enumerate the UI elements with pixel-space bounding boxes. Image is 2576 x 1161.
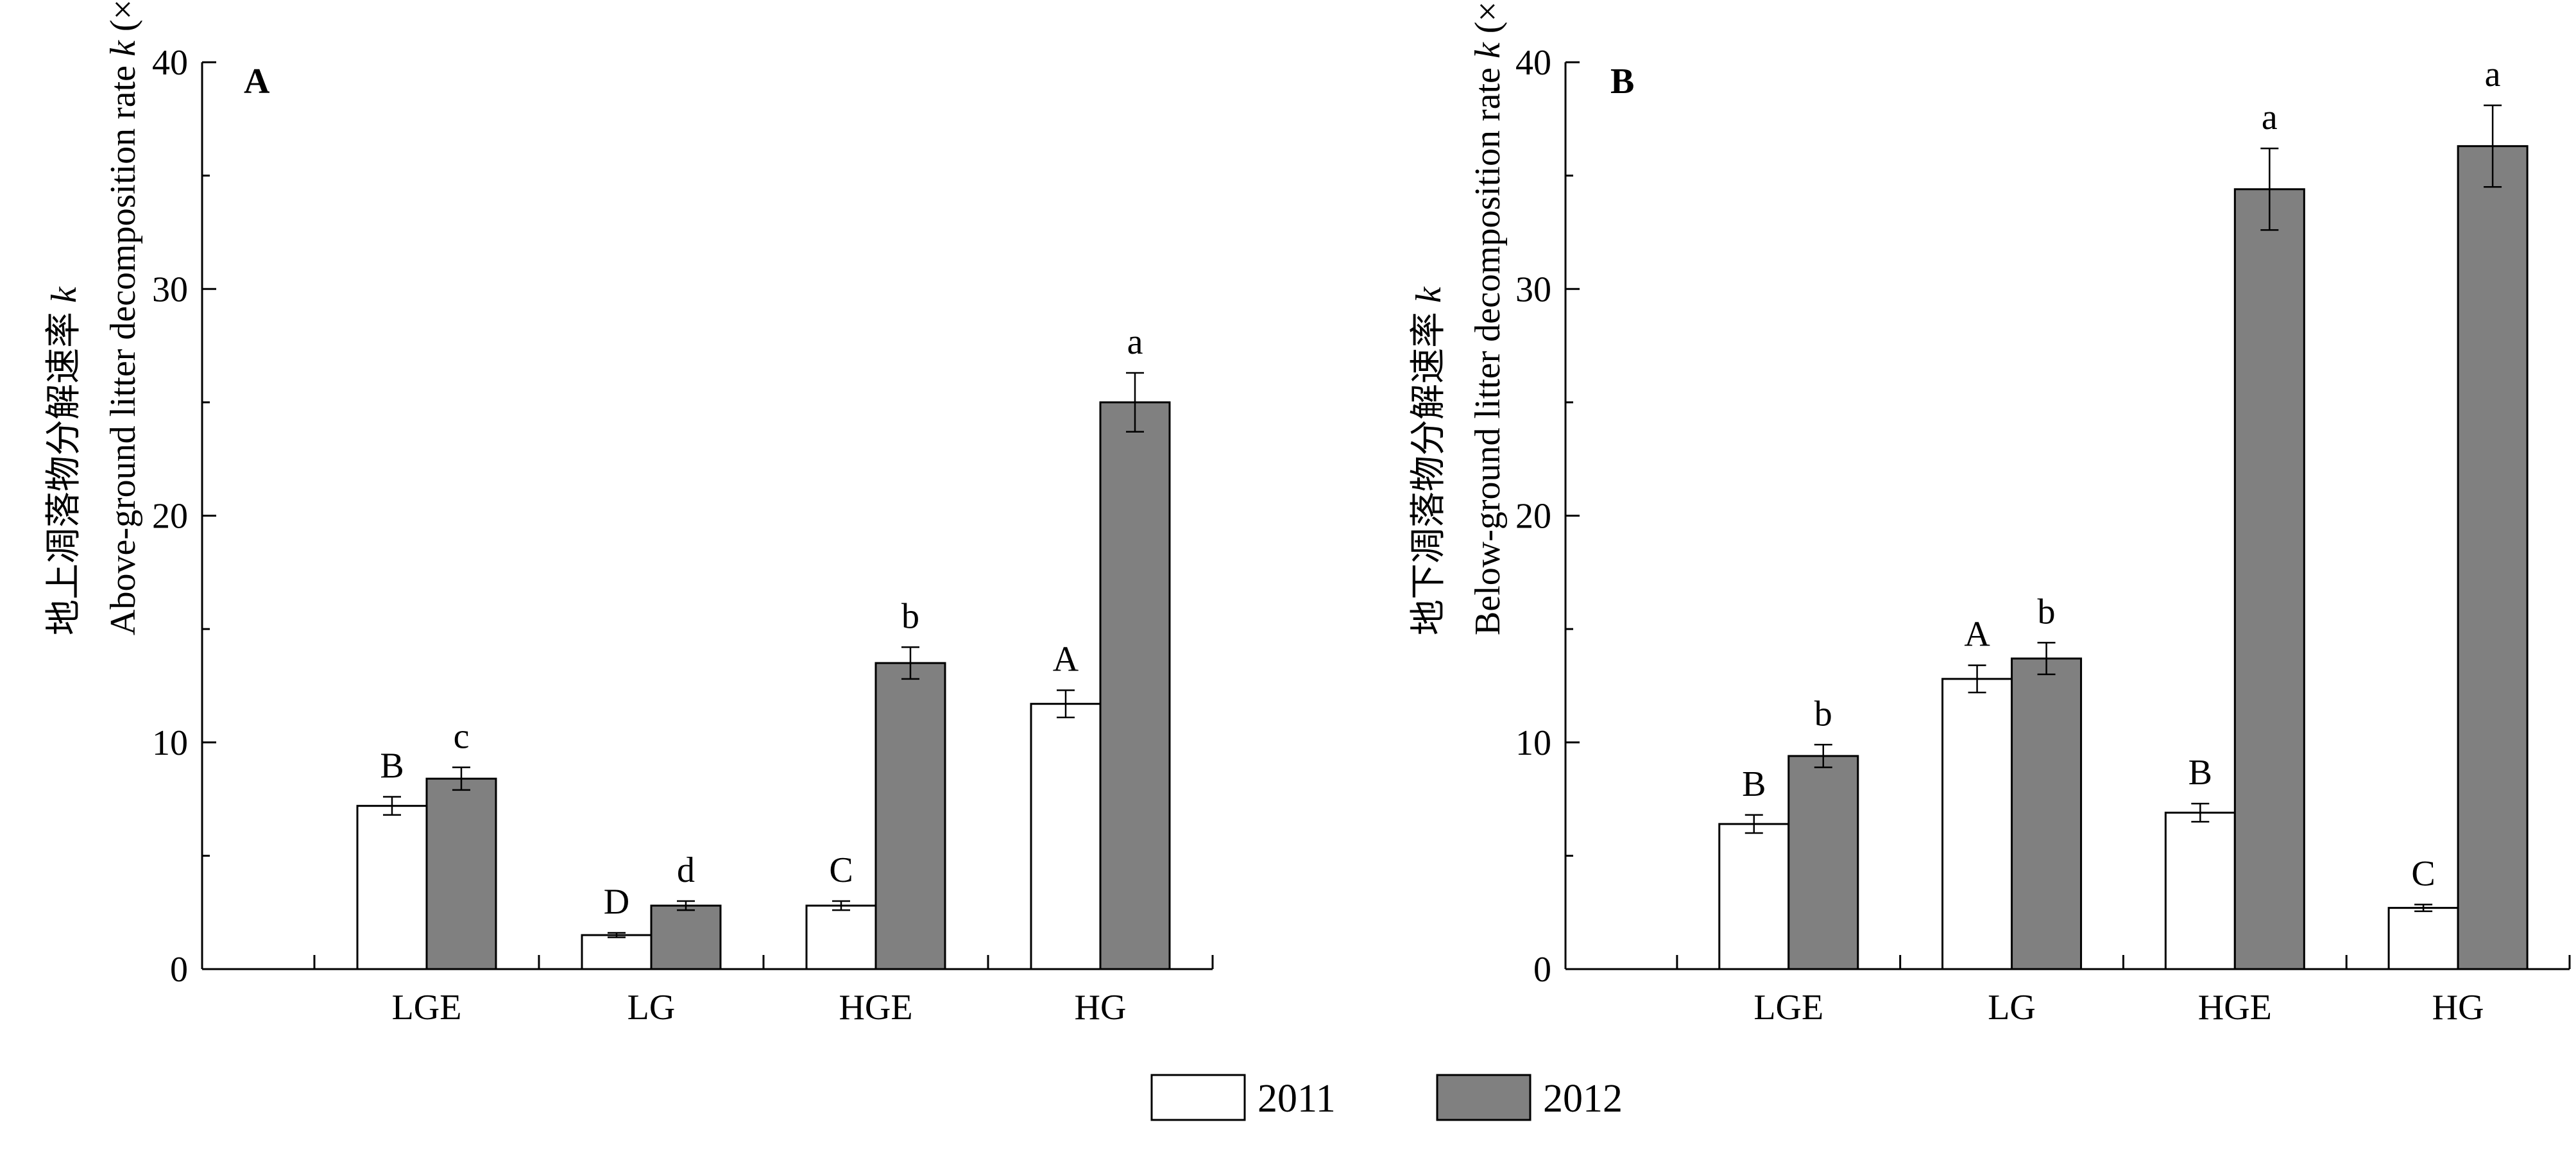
- bar-2012-LG: [650, 904, 722, 970]
- y-tick-label: 30: [1515, 270, 1551, 309]
- x-tick-label: HG: [1075, 988, 1127, 1028]
- y-tick-label: 10: [152, 723, 188, 763]
- significance-label: C: [829, 850, 853, 890]
- significance-label: b: [1814, 694, 1832, 734]
- y-axis-title-en-var: k: [103, 40, 143, 56]
- svg-text:地下凋落物分解速率 k: 地下凋落物分解速率 k: [1409, 286, 1449, 635]
- chart-panel-a: 地上凋落物分解速率 k Above-ground litter decompos…: [44, 0, 1214, 1028]
- bar-2011-LG: [581, 934, 653, 970]
- y-tick-label: 0: [170, 950, 188, 990]
- y-axis-unit: (×10: [1468, 0, 1508, 33]
- svg-text:地上凋落物分解速率 k: 地上凋落物分解速率 k: [44, 286, 84, 635]
- y-tick-label: 30: [152, 270, 188, 309]
- bar-2012-LG: [2011, 657, 2083, 970]
- panel-label: B: [1610, 62, 1634, 101]
- y-axis-title-cn-var: k: [1409, 286, 1449, 303]
- bar-2011-LG: [1941, 678, 2013, 970]
- y-tick-label: 40: [152, 43, 188, 83]
- significance-label: a: [2485, 55, 2501, 94]
- significance-label: c: [454, 717, 470, 757]
- bar-2011-LGE: [356, 805, 428, 970]
- y-axis-title-en-var: k: [1468, 42, 1508, 58]
- y-axis-unit: (×10: [103, 0, 143, 31]
- bar-2012-LGE: [1787, 755, 1859, 970]
- significance-label: B: [1742, 764, 1766, 804]
- bar-2012-HGE: [874, 662, 946, 970]
- legend-swatch-2011: [1150, 1074, 1246, 1121]
- y-tick-label: 20: [152, 497, 188, 537]
- bar-2012-LGE: [425, 777, 497, 970]
- panel-label: A: [244, 62, 270, 101]
- significance-label: C: [2411, 854, 2435, 893]
- y-tick-label: 40: [1515, 43, 1551, 83]
- significance-label: a: [1127, 322, 1143, 362]
- bar-2011-HGE: [805, 904, 877, 970]
- significance-label: B: [2188, 753, 2212, 793]
- legend-label-2012: 2012: [1543, 1077, 1623, 1121]
- bar-2012-HG: [1099, 401, 1171, 970]
- legend-label-2011: 2011: [1258, 1077, 1336, 1121]
- x-tick-label: LG: [1988, 988, 2036, 1028]
- y-axis-title-cn: 地下凋落物分解速率: [1409, 312, 1449, 635]
- svg-text:Below-ground litter decomposit: Below-ground litter decomposition rate k…: [1465, 0, 1508, 635]
- significance-label: b: [2038, 592, 2056, 632]
- chart-panel-b: 地下凋落物分解速率 k Below-ground litter decompos…: [1409, 0, 2571, 1028]
- bar-2011-LGE: [1718, 823, 1790, 970]
- bar-2011-HG: [1030, 703, 1102, 970]
- y-tick-label: 10: [1515, 723, 1551, 763]
- x-tick-label: LG: [627, 988, 676, 1028]
- y-tick-label: 0: [1533, 950, 1551, 990]
- y-axis-title-cn: 地上凋落物分解速率: [44, 312, 84, 635]
- y-axis-title: 地上凋落物分解速率 k Above-ground litter decompos…: [44, 0, 143, 635]
- x-tick-label: HGE: [839, 988, 912, 1028]
- bar-2011-HG: [2387, 907, 2459, 970]
- bar-2012-HGE: [2233, 188, 2305, 970]
- significance-label: A: [1964, 615, 1990, 655]
- significance-label: b: [901, 596, 919, 636]
- x-tick-label: LGE: [392, 988, 462, 1028]
- x-tick-label: HGE: [2198, 988, 2272, 1028]
- y-axis-title-en: Below-ground litter decomposition rate: [1468, 67, 1508, 635]
- y-axis-title-cn-var: k: [44, 286, 84, 303]
- legend-swatch-2012: [1436, 1074, 1531, 1121]
- bar-2012-HG: [2457, 145, 2529, 970]
- significance-label: d: [677, 850, 695, 890]
- significance-label: D: [604, 882, 629, 922]
- bar-2011-HGE: [2164, 811, 2236, 970]
- x-tick-label: HG: [2432, 988, 2484, 1028]
- x-tick-label: LGE: [1753, 988, 1823, 1028]
- y-axis-title-en: Above-ground litter decomposition rate: [103, 65, 143, 635]
- significance-label: A: [1053, 640, 1079, 680]
- legend: 2011 2012: [1150, 1074, 1623, 1121]
- significance-label: a: [2262, 98, 2278, 137]
- y-tick-label: 20: [1515, 497, 1551, 537]
- svg-text:Above-ground litter decomposit: Above-ground litter decomposition rate k…: [100, 0, 143, 635]
- y-axis-title: 地下凋落物分解速率 k Below-ground litter decompos…: [1409, 0, 1508, 635]
- significance-label: B: [380, 746, 404, 786]
